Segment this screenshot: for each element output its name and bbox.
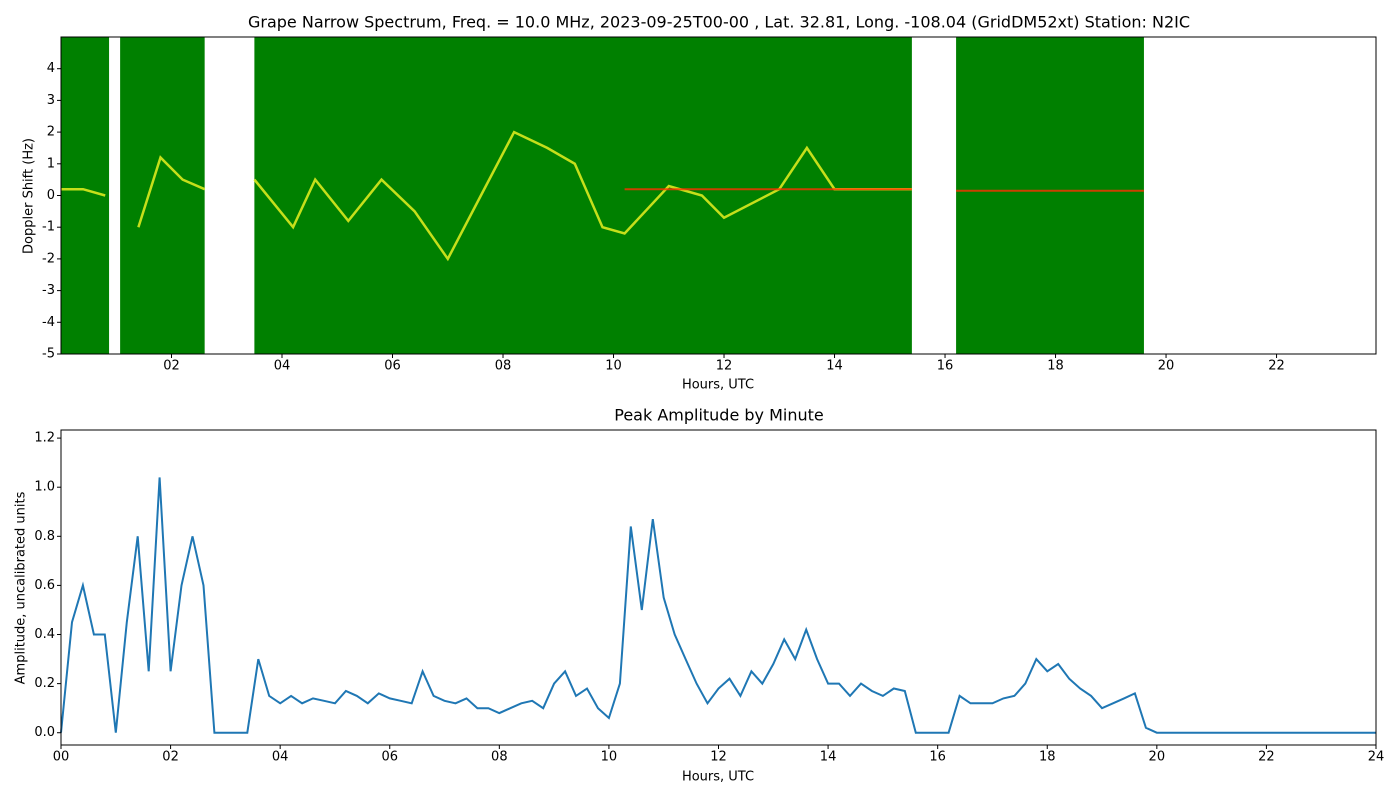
x-tick-label: 16: [937, 359, 954, 374]
x-tick-label: 22: [1258, 750, 1275, 765]
y-tick-label: 0.8: [34, 529, 55, 544]
doppler-trace: [61, 130, 912, 262]
amplitude-line: [60, 477, 1376, 734]
x-tick-label: 06: [384, 359, 401, 374]
y-tick-label: 3: [47, 93, 55, 108]
x-tick-label: 04: [274, 359, 291, 374]
y-tick-label: 0.0: [34, 725, 55, 740]
x-tick-label: 12: [710, 750, 727, 765]
chart-title: Grape Narrow Spectrum, Freq. = 10.0 MHz,…: [248, 13, 1190, 32]
spectrum-segment: [956, 37, 1144, 354]
x-tick-label: 08: [495, 359, 512, 374]
y-tick-label: 0: [47, 188, 55, 203]
y-axis-label: Doppler Shift (Hz): [22, 138, 37, 254]
y-tick-label: 1.2: [34, 431, 55, 446]
x-axis-label: Hours, UTC: [682, 378, 754, 393]
x-tick-label: 02: [163, 359, 180, 374]
x-tick-label: 16: [929, 750, 946, 765]
y-tick-label: 2: [47, 125, 55, 140]
spectrum-segment: [254, 37, 912, 354]
x-tick-label: 18: [1047, 359, 1064, 374]
x-tick-label: 14: [826, 359, 843, 374]
y-tick-label: -2: [42, 251, 55, 266]
spectrum-segment: [120, 37, 205, 354]
x-tick-label: 06: [381, 750, 398, 765]
y-tick-label: 0.2: [34, 676, 55, 691]
x-axis-label: Hours, UTC: [682, 770, 754, 785]
x-tick-label: 24: [1368, 750, 1385, 765]
y-tick-label: -5: [42, 347, 55, 362]
y-tick-label: -3: [42, 283, 55, 298]
chart-title: Peak Amplitude by Minute: [614, 406, 824, 425]
x-tick-label: 08: [491, 750, 508, 765]
x-tick-label: 20: [1149, 750, 1166, 765]
x-tick-label: 12: [716, 359, 733, 374]
y-tick-label: 1.0: [34, 480, 55, 495]
y-tick-label: 0.6: [34, 578, 55, 593]
y-tick-label: -1: [42, 220, 55, 235]
x-tick-label: 22: [1268, 359, 1285, 374]
y-tick-label: 0.4: [34, 627, 55, 642]
y-axis-label: Amplitude, uncalibrated units: [14, 491, 29, 684]
x-tick-label: 04: [272, 750, 289, 765]
y-tick-label: 4: [47, 61, 55, 76]
x-tick-label: 18: [1039, 750, 1056, 765]
plot-frame: [60, 429, 1377, 746]
y-tick-label: 1: [47, 156, 55, 171]
carrier-trace: [624, 188, 1144, 192]
y-tick-label: -4: [42, 315, 55, 330]
x-tick-label: 02: [162, 750, 179, 765]
x-tick-label: 00: [53, 750, 70, 765]
x-tick-label: 10: [601, 750, 618, 765]
x-tick-label: 10: [605, 359, 622, 374]
x-tick-label: 20: [1158, 359, 1175, 374]
x-tick-label: 14: [820, 750, 837, 765]
